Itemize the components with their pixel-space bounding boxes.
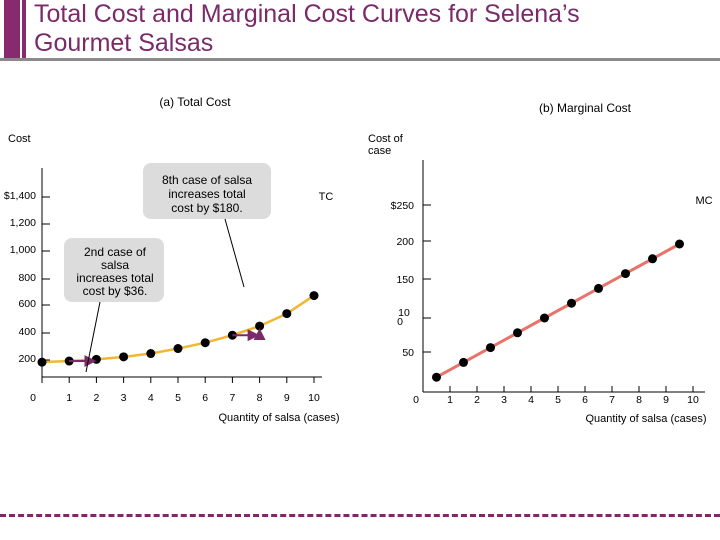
marginal-cost-y-axis-title-line-1: Cost of <box>368 133 404 145</box>
callout-text-line: increases total <box>76 271 153 285</box>
total-cost-x-tick-label: 6 <box>202 392 208 404</box>
marginal-cost-y-tick-label: 50 <box>402 347 414 359</box>
total-cost-point <box>146 349 156 359</box>
marginal-cost-x-tick-label: 3 <box>501 394 507 406</box>
total-cost-point <box>91 354 101 364</box>
page-title: Total Cost and Marginal Cost Curves for … <box>34 0 580 58</box>
marginal-cost-x-tick-label: 10 <box>687 394 699 406</box>
marginal-cost-y-tick-label: 0 <box>397 316 403 328</box>
marginal-cost-y-tick-label: 200 <box>396 236 414 248</box>
marginal-cost-x-tick-label: 0 <box>413 394 419 406</box>
callout-pointer-line <box>85 301 101 373</box>
title-accent-bar-thin <box>22 0 26 58</box>
total-cost-y-tick-label: 800 <box>18 272 36 284</box>
marginal-cost-x-tick-label: 7 <box>609 394 615 406</box>
total-cost-y-tick-label: 1,000 <box>10 244 36 256</box>
total-cost-x-tick-label: 2 <box>93 392 99 404</box>
marginal-cost-x-axis-title: Quantity of salsa (cases) <box>585 413 706 425</box>
marginal-cost-y-tick-label: 10 <box>398 307 410 319</box>
callout-box <box>143 163 271 219</box>
marginal-cost-x-tick-label: 2 <box>474 394 480 406</box>
marginal-cost-series-label: MC <box>695 195 712 207</box>
footer-dashed-divider <box>0 514 720 517</box>
total-cost-panel-title: (a) Total Cost <box>159 95 231 109</box>
marginal-cost-x-tick-label: 9 <box>663 394 669 406</box>
marginal-cost-x-tick-label: 1 <box>447 394 453 406</box>
marginal-cost-point <box>594 283 603 293</box>
page-title-line-2: Gourmet Salsas <box>34 29 214 57</box>
total-cost-y-tick-label: 200 <box>18 353 36 365</box>
callout-text-line: increases total <box>168 187 245 201</box>
marginal-cost-line <box>435 242 681 379</box>
page-title-line-1: Total Cost and Marginal Cost Curves for … <box>34 0 580 28</box>
marginal-cost-panel-title: (b) Marginal Cost <box>539 101 632 115</box>
marginal-cost-point <box>513 328 522 338</box>
total-cost-y-tick-label: 1,200 <box>10 217 36 229</box>
total-cost-y-tick-label: 400 <box>18 326 36 338</box>
marginal-cost-x-tick-label: 5 <box>555 394 561 406</box>
total-cost-point <box>200 338 210 348</box>
total-cost-point <box>282 309 292 319</box>
total-cost-x-axis-title: Quantity of salsa (cases) <box>218 412 339 424</box>
marginal-cost-point <box>432 372 441 382</box>
marginal-cost-point <box>540 313 549 323</box>
marginal-cost-point <box>675 239 684 249</box>
callout-text-line: salsa <box>101 258 129 272</box>
total-cost-x-tick-label: 8 <box>257 392 263 404</box>
marginal-cost-y-tick-label: 150 <box>396 274 414 286</box>
total-cost-y-tick-label: $1,400 <box>4 190 36 202</box>
marginal-cost-x-tick-label: 6 <box>582 394 588 406</box>
callout-text-line: 2nd case of <box>84 245 147 259</box>
marginal-cost-y-axis-title-line-2: case <box>368 145 391 157</box>
marginal-cost-x-tick-label: 8 <box>636 394 642 406</box>
marginal-cost-y-tick-label: $250 <box>391 200 415 212</box>
callout-text-line: 8th case of salsa <box>162 173 252 187</box>
callout-text-line: cost by $36. <box>83 284 148 298</box>
marginal-cost-x-tick-label: 4 <box>528 394 534 406</box>
title-accent-bar <box>4 0 20 58</box>
total-cost-point <box>309 291 319 301</box>
marginal-cost-point <box>567 298 576 308</box>
total-cost-y-axis-title: Cost <box>8 133 31 145</box>
callout-text-line: cost by $180. <box>171 201 242 215</box>
marginal-cost-point <box>459 357 468 367</box>
total-cost-x-tick-label: 1 <box>66 392 72 404</box>
callout-pointer-line <box>224 218 245 288</box>
total-cost-series-label: TC <box>319 191 334 203</box>
marginal-cost-point <box>621 269 630 279</box>
total-cost-x-tick-label: 7 <box>229 392 235 404</box>
marginal-cost-point <box>648 254 657 264</box>
total-cost-x-tick-label: 10 <box>308 392 320 404</box>
marginal-cost-point <box>486 343 495 353</box>
total-cost-x-tick-label: 0 <box>30 392 36 404</box>
total-cost-y-tick-label: 600 <box>18 298 36 310</box>
total-cost-x-tick-label: 9 <box>284 392 290 404</box>
total-cost-point <box>173 344 183 354</box>
total-cost-point <box>37 357 47 367</box>
total-cost-x-tick-label: 3 <box>121 392 127 404</box>
total-cost-x-tick-label: 5 <box>175 392 181 404</box>
callout-box <box>64 238 164 302</box>
total-cost-point <box>119 352 129 362</box>
title-divider <box>0 58 720 61</box>
total-cost-point <box>255 321 265 331</box>
total-cost-x-tick-label: 4 <box>148 392 154 404</box>
